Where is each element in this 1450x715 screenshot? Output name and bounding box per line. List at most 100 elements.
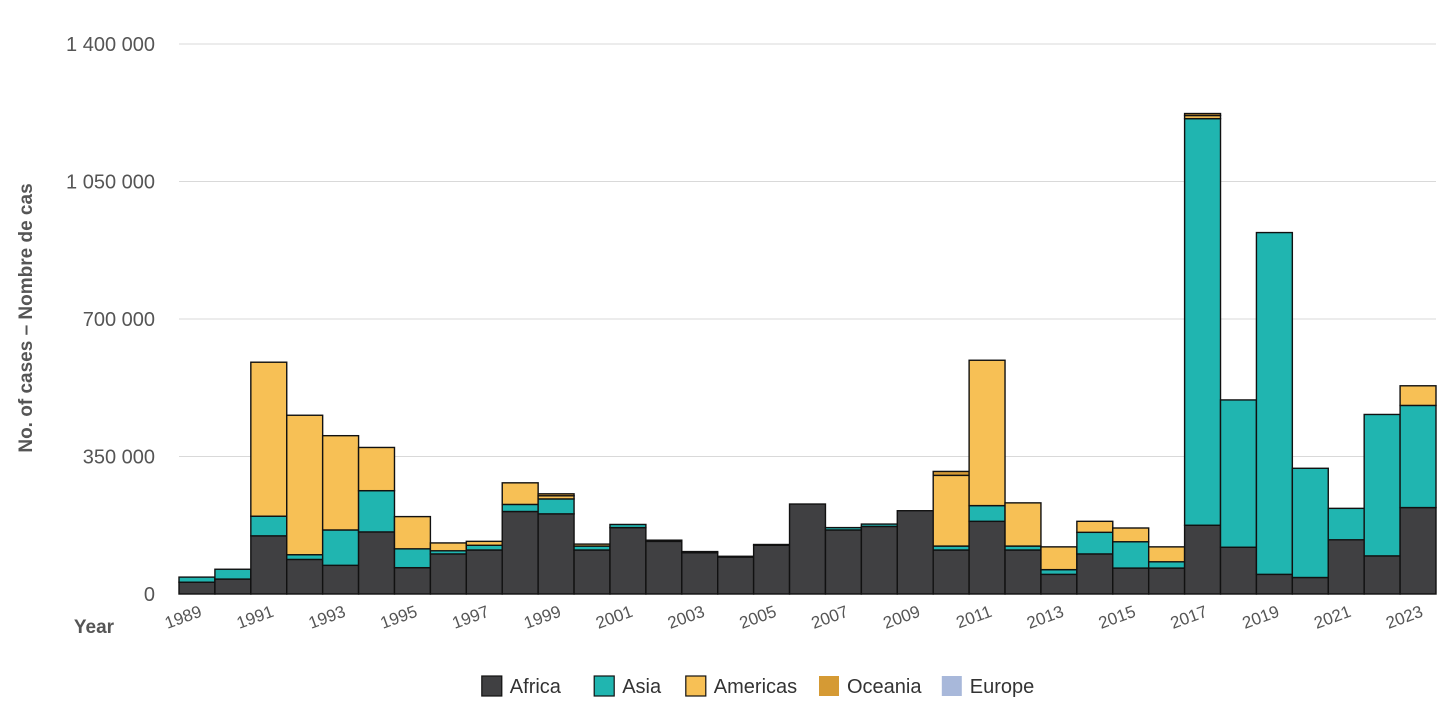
bar-segment-africa-2008 — [860, 525, 898, 595]
bar-segment-africa-2019 — [1255, 573, 1294, 595]
bar-segment-americas-2014 — [1076, 520, 1114, 534]
bar-segment-africa-2017 — [1183, 524, 1222, 595]
y-tick-label: 350 000 — [83, 447, 155, 469]
bar-segment-africa-2003 — [681, 552, 719, 595]
bar-segment-asia-2014 — [1076, 531, 1114, 555]
bar-segment-americas-1994 — [357, 446, 396, 492]
bar-segment-asia-2022 — [1363, 413, 1401, 557]
bar-segment-americas-1996 — [429, 542, 468, 552]
bar-segment-asia-2017 — [1183, 117, 1222, 526]
bar-segment-africa-2006 — [788, 503, 827, 595]
bar-segment-africa-2015 — [1112, 567, 1150, 595]
bar-segment-americas-2010 — [932, 474, 970, 547]
bar-segment-asia-2015 — [1112, 541, 1150, 569]
bar-segment-asia-2020 — [1291, 467, 1329, 579]
bar-segment-asia-1999 — [537, 498, 575, 515]
x-tick-label: 1989 — [162, 602, 204, 633]
bar-segment-africa-2005 — [752, 544, 791, 595]
x-tick-label: 2013 — [1024, 602, 1066, 633]
bar-segment-africa-1989 — [178, 581, 216, 595]
bar-segment-asia-1991 — [250, 515, 288, 537]
bar-segment-americas-2013 — [1040, 546, 1078, 571]
y-tick-label: 1 050 000 — [66, 172, 155, 194]
bar-segment-americas-1995 — [393, 515, 432, 550]
bar-segment-americas-1998 — [501, 482, 539, 506]
bar-segment-americas-2023 — [1399, 385, 1437, 407]
bar-segment-africa-2000 — [573, 549, 611, 595]
bar-segment-asia-2018 — [1219, 399, 1258, 548]
x-tick-label: 1995 — [378, 602, 420, 633]
x-tick-label: 2007 — [809, 602, 851, 633]
bar-segment-africa-1994 — [357, 531, 396, 595]
bar-segment-asia-2013 — [1040, 568, 1078, 576]
legend-swatch-oceania — [819, 676, 839, 696]
legend-swatch-asia — [593, 675, 615, 697]
x-tick-label: 2003 — [665, 602, 707, 633]
x-tick-label: 2021 — [1312, 602, 1354, 633]
bar-segment-asia-2002 — [645, 539, 683, 543]
bar-segment-asia-1994 — [357, 489, 396, 533]
y-axis-title: No. of cases – Nombre de cas — [16, 183, 37, 452]
y-axis-ticks: 0 350 000 700 000 1 050 000 1 400 000 — [66, 34, 155, 606]
bar-segment-americas-1993 — [321, 434, 360, 531]
x-tick-label: 1993 — [306, 602, 348, 633]
bar-segment-asia-1990 — [214, 568, 252, 580]
bar-segment-americas-2016 — [1147, 546, 1186, 563]
bar-segment-asia-1992 — [286, 554, 324, 561]
x-axis-ticks: 1989 1991 1993 1995 1997 1999 2001 2003 2005 2007… — [162, 602, 1425, 633]
legend-label-europe: Europe — [970, 676, 1035, 698]
bar-segment-africa-1992 — [286, 558, 324, 595]
x-tick-label: 2017 — [1168, 602, 1210, 633]
x-tick-label: 2001 — [593, 602, 635, 633]
bar-segment-asia-2019 — [1255, 231, 1294, 576]
bar-segment-africa-2002 — [645, 540, 683, 595]
legend-swatch-africa — [481, 675, 503, 697]
bar-segment-oceania-1999 — [537, 493, 575, 497]
bar-segment-africa-2014 — [1076, 553, 1114, 595]
bar-segment-africa-1995 — [393, 566, 432, 595]
bar-segment-africa-2009 — [896, 510, 934, 595]
bar-segment-asia-2005 — [752, 543, 791, 546]
x-axis-title: Year — [74, 617, 115, 638]
bar-segment-americas-2015 — [1112, 527, 1150, 543]
bar-segment-africa-2021 — [1327, 539, 1365, 595]
x-tick-label: 1999 — [521, 602, 563, 633]
legend-label-oceania: Oceania — [847, 676, 922, 698]
bar-segment-oceania-2017 — [1183, 112, 1222, 117]
x-tick-label: 1997 — [450, 602, 492, 633]
bars — [178, 112, 1437, 595]
legend-label-americas: Americas — [714, 676, 797, 698]
bar-segment-americas-2012 — [1004, 502, 1042, 547]
bar-segment-americas-2011 — [968, 359, 1006, 507]
bar-segment-africa-2013 — [1040, 573, 1078, 595]
bar-segment-africa-2011 — [968, 520, 1006, 595]
bar-segment-africa-2004 — [717, 556, 755, 595]
bar-segment-africa-1999 — [537, 513, 575, 595]
x-tick-label: 1991 — [234, 602, 276, 633]
bar-segment-americas-2000 — [573, 543, 611, 547]
bar-segment-asia-2011 — [968, 504, 1006, 523]
legend: Africa Asia Americas Oceania Europe — [481, 675, 1035, 698]
bar-segment-asia-2007 — [824, 526, 863, 531]
bar-segment-africa-1997 — [465, 549, 503, 595]
bar-segment-oceania-2010 — [932, 470, 970, 477]
bar-segment-asia-2023 — [1399, 404, 1437, 509]
x-tick-label: 2019 — [1240, 602, 1282, 633]
bar-segment-africa-1998 — [501, 510, 539, 595]
x-tick-label: 2015 — [1096, 602, 1138, 633]
bar-segment-africa-1990 — [214, 578, 252, 595]
bar-segment-asia-1993 — [321, 529, 360, 567]
bar-segment-africa-2022 — [1363, 555, 1401, 595]
bar-segment-americas-1997 — [465, 540, 503, 546]
x-tick-label: 2011 — [954, 602, 995, 632]
bar-segment-africa-2023 — [1399, 506, 1437, 595]
x-tick-label: 2005 — [737, 602, 779, 633]
bar-segment-asia-1998 — [501, 503, 539, 513]
legend-label-africa: Africa — [510, 676, 562, 698]
bar-segment-africa-2001 — [609, 526, 647, 595]
legend-swatch-europe — [941, 676, 962, 696]
bar-segment-asia-2016 — [1147, 561, 1186, 569]
bar-segment-africa-2012 — [1004, 549, 1042, 595]
bar-segment-africa-2020 — [1291, 576, 1329, 595]
legend-label-asia: Asia — [622, 676, 662, 698]
